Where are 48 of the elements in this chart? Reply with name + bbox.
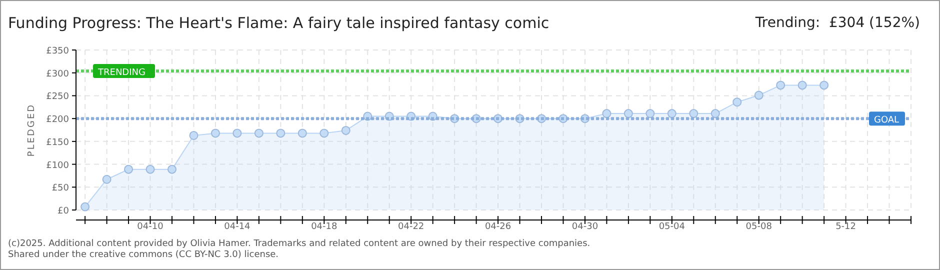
x-tick-label: 05-08: [746, 222, 772, 232]
y-tick-label: £100: [46, 160, 70, 171]
text: (c)2025. Additional content provided by Olivia Hamer. Trademarks and related content are owned by their respective companies.: [8, 239, 590, 249]
y-tick-label: £0: [58, 206, 70, 216]
x-tick-label: 04-18: [311, 222, 338, 232]
point: [189, 130, 198, 140]
point: [776, 80, 786, 90]
y-axis-title: PLEDGED: [27, 103, 37, 157]
point: [232, 128, 242, 138]
x-tick-label: 5-12: [836, 222, 856, 232]
point: [710, 109, 720, 118]
x-tick-label: 04-14: [224, 222, 251, 232]
chart-title: Funding Progress: The Heart's Flame: A fairy tale inspired fantasy comic: [8, 14, 550, 32]
x-tick-label: 04-22: [398, 222, 424, 232]
y-tick-label: £150: [46, 138, 70, 148]
chart-subtitle: Trending: £304 (152%): [754, 15, 920, 31]
point: [210, 128, 220, 138]
point: [276, 128, 286, 138]
point: [689, 109, 698, 118]
point: [732, 98, 742, 107]
point: [667, 109, 676, 118]
point: [341, 126, 350, 135]
point: [254, 128, 264, 138]
y-tick-label: £300: [46, 69, 70, 80]
point: [320, 128, 329, 138]
x-tick-label: 04-30: [572, 222, 598, 232]
point: [646, 109, 655, 118]
ref-line-label: TRENDING: [97, 68, 146, 78]
point: [168, 164, 176, 174]
y-tick-label: £350: [46, 46, 70, 56]
point: [624, 109, 633, 118]
point: [798, 80, 807, 90]
point: [102, 174, 112, 184]
point: [754, 90, 764, 100]
y-tick-label: £250: [46, 92, 70, 102]
point: [298, 128, 307, 138]
ref-line-label: GOAL: [874, 116, 900, 126]
point: [80, 202, 90, 212]
point: [124, 164, 134, 174]
y-tick-label: £200: [46, 115, 70, 126]
y-tick-label: £50: [52, 184, 70, 194]
x-tick-label: 04-10: [137, 222, 164, 232]
x-tick-label: 05-04: [658, 222, 686, 232]
point: [820, 80, 829, 90]
point: [602, 109, 612, 118]
x-tick-label: 04-26: [484, 222, 512, 232]
point: [146, 164, 155, 174]
text: Shared under the creative commons (CC BY-NC 3.0) license.: [8, 250, 279, 260]
